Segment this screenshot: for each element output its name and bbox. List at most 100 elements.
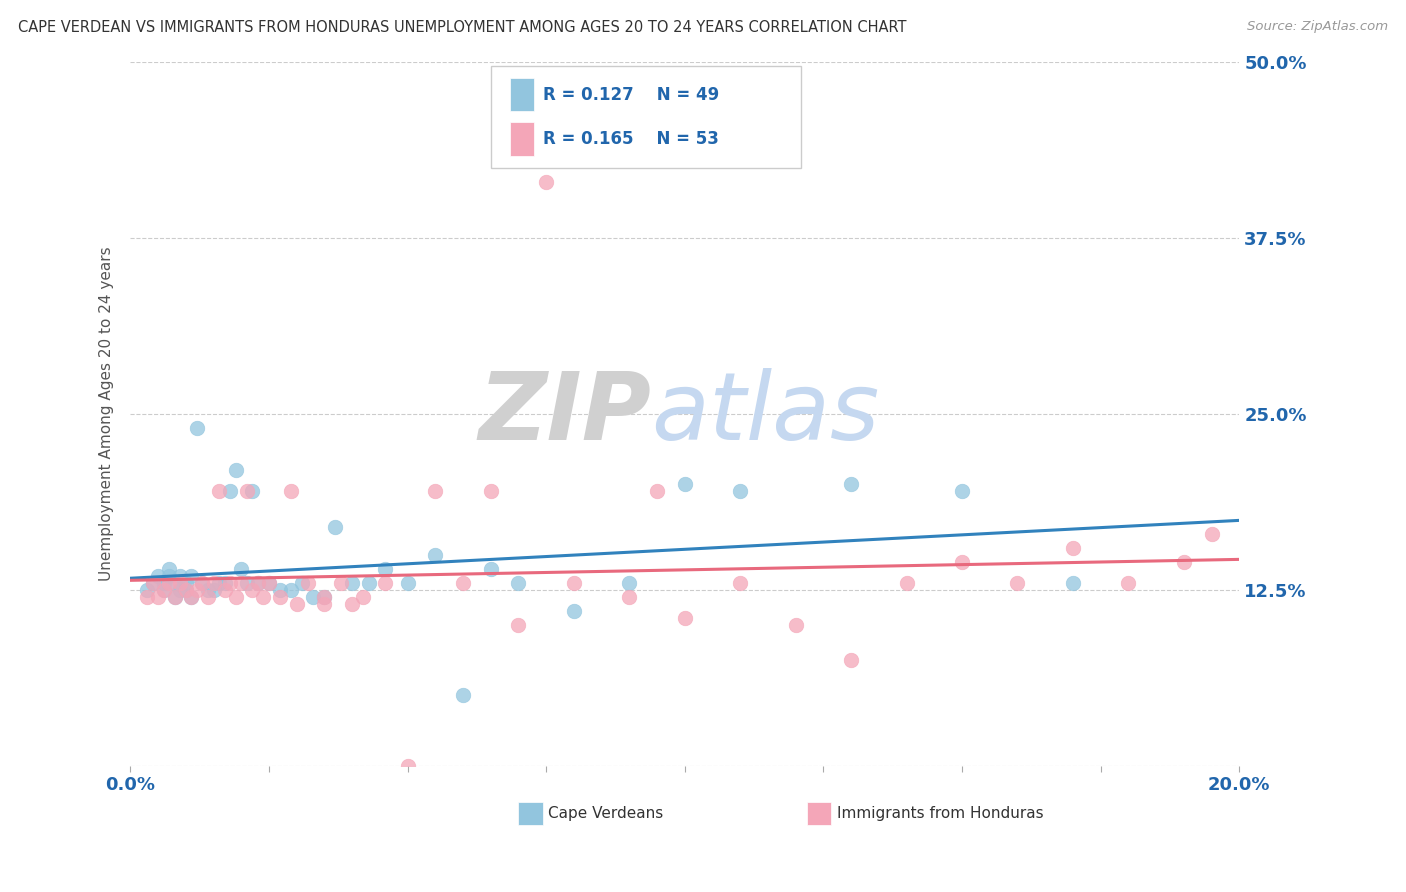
Point: [219, 484, 242, 499]
Point: [562, 604, 585, 618]
Point: [257, 575, 280, 590]
Point: [208, 575, 231, 590]
Point: [645, 484, 668, 499]
Point: [1062, 575, 1084, 590]
Text: Source: ZipAtlas.com: Source: ZipAtlas.com: [1247, 20, 1388, 33]
Point: [180, 569, 202, 583]
Point: [163, 590, 186, 604]
Point: [280, 484, 302, 499]
Point: [163, 575, 186, 590]
Point: [1173, 555, 1195, 569]
Point: [314, 597, 336, 611]
Point: [146, 569, 169, 583]
Text: ZIP: ZIP: [478, 368, 651, 460]
Point: [191, 575, 214, 590]
Point: [896, 575, 918, 590]
Point: [314, 590, 336, 604]
FancyBboxPatch shape: [509, 78, 534, 112]
Point: [269, 582, 291, 597]
Y-axis label: Unemployment Among Ages 20 to 24 years: Unemployment Among Ages 20 to 24 years: [100, 247, 114, 582]
Text: CAPE VERDEAN VS IMMIGRANTS FROM HONDURAS UNEMPLOYMENT AMONG AGES 20 TO 24 YEARS : CAPE VERDEAN VS IMMIGRANTS FROM HONDURAS…: [18, 20, 907, 35]
Point: [673, 611, 696, 625]
Point: [214, 575, 236, 590]
Point: [186, 421, 208, 435]
Point: [219, 575, 242, 590]
Point: [225, 463, 247, 477]
Point: [169, 575, 191, 590]
Point: [425, 484, 447, 499]
Point: [174, 582, 197, 597]
Point: [186, 582, 208, 597]
Point: [950, 484, 973, 499]
Point: [728, 484, 751, 499]
Point: [197, 582, 219, 597]
Point: [302, 590, 325, 604]
Point: [534, 175, 557, 189]
Point: [425, 548, 447, 562]
Point: [1062, 541, 1084, 555]
Point: [785, 618, 807, 632]
Point: [330, 575, 353, 590]
FancyBboxPatch shape: [509, 122, 534, 156]
Point: [257, 575, 280, 590]
Point: [169, 582, 191, 597]
Point: [152, 575, 174, 590]
Point: [451, 575, 474, 590]
Point: [191, 575, 214, 590]
FancyBboxPatch shape: [519, 802, 543, 825]
Text: R = 0.165    N = 53: R = 0.165 N = 53: [543, 130, 718, 148]
Point: [202, 575, 225, 590]
Point: [146, 590, 169, 604]
Point: [479, 484, 502, 499]
Point: [157, 569, 180, 583]
Point: [236, 484, 259, 499]
Point: [231, 575, 253, 590]
Point: [240, 582, 263, 597]
Text: R = 0.127    N = 49: R = 0.127 N = 49: [543, 86, 718, 103]
Point: [136, 590, 159, 604]
Point: [208, 484, 231, 499]
Point: [619, 575, 641, 590]
Point: [619, 590, 641, 604]
Point: [246, 575, 269, 590]
Point: [297, 575, 319, 590]
Text: Cape Verdeans: Cape Verdeans: [548, 806, 664, 821]
Point: [508, 618, 530, 632]
Point: [839, 477, 862, 491]
Point: [508, 575, 530, 590]
Point: [562, 575, 585, 590]
Point: [728, 575, 751, 590]
Point: [673, 477, 696, 491]
Point: [141, 575, 163, 590]
Point: [340, 597, 363, 611]
FancyBboxPatch shape: [491, 66, 801, 168]
Point: [163, 590, 186, 604]
Point: [240, 484, 263, 499]
Point: [180, 590, 202, 604]
Point: [340, 575, 363, 590]
Point: [352, 590, 374, 604]
Point: [202, 582, 225, 597]
Point: [141, 575, 163, 590]
Point: [1201, 526, 1223, 541]
Point: [357, 575, 380, 590]
Point: [152, 582, 174, 597]
Point: [291, 575, 314, 590]
Point: [252, 590, 274, 604]
Point: [136, 582, 159, 597]
Point: [214, 582, 236, 597]
Point: [225, 590, 247, 604]
Point: [325, 519, 347, 533]
Point: [839, 653, 862, 667]
Point: [280, 582, 302, 597]
Point: [374, 562, 396, 576]
Point: [314, 590, 336, 604]
Point: [157, 562, 180, 576]
Point: [269, 590, 291, 604]
Point: [1007, 575, 1029, 590]
Text: atlas: atlas: [651, 368, 880, 459]
Point: [152, 582, 174, 597]
Text: Immigrants from Honduras: Immigrants from Honduras: [837, 806, 1043, 821]
Point: [180, 590, 202, 604]
Point: [396, 575, 419, 590]
